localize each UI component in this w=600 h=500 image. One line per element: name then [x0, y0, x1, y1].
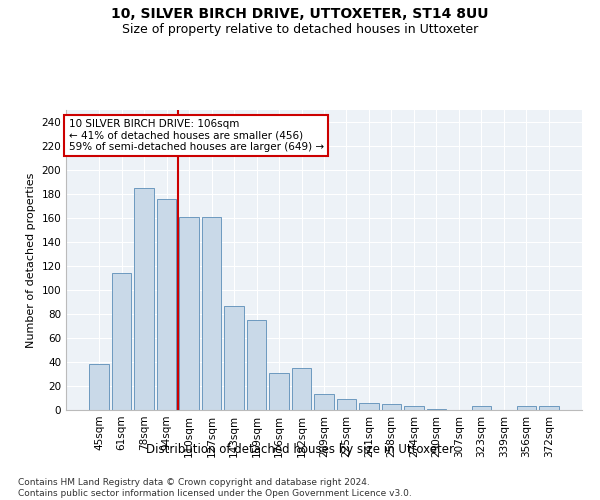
Bar: [89, 364, 109, 410]
Text: Size of property relative to detached houses in Uttoxeter: Size of property relative to detached ho…: [122, 22, 478, 36]
Bar: [314, 394, 334, 410]
Bar: [202, 217, 221, 410]
Bar: [292, 368, 311, 410]
Text: Contains HM Land Registry data © Crown copyright and database right 2024.
Contai: Contains HM Land Registry data © Crown c…: [18, 478, 412, 498]
Bar: [157, 199, 176, 410]
Bar: [224, 306, 244, 410]
Bar: [359, 403, 379, 410]
Bar: [382, 404, 401, 410]
Text: Distribution of detached houses by size in Uttoxeter: Distribution of detached houses by size …: [146, 442, 454, 456]
Bar: [404, 406, 424, 410]
Bar: [179, 217, 199, 410]
Bar: [269, 373, 289, 410]
Text: 10 SILVER BIRCH DRIVE: 106sqm
← 41% of detached houses are smaller (456)
59% of : 10 SILVER BIRCH DRIVE: 106sqm ← 41% of d…: [68, 119, 324, 152]
Bar: [247, 320, 266, 410]
Text: 10, SILVER BIRCH DRIVE, UTTOXETER, ST14 8UU: 10, SILVER BIRCH DRIVE, UTTOXETER, ST14 …: [111, 8, 489, 22]
Bar: [134, 188, 154, 410]
Y-axis label: Number of detached properties: Number of detached properties: [26, 172, 36, 348]
Bar: [539, 406, 559, 410]
Bar: [337, 399, 356, 410]
Bar: [112, 273, 131, 410]
Bar: [517, 406, 536, 410]
Bar: [427, 409, 446, 410]
Bar: [472, 406, 491, 410]
